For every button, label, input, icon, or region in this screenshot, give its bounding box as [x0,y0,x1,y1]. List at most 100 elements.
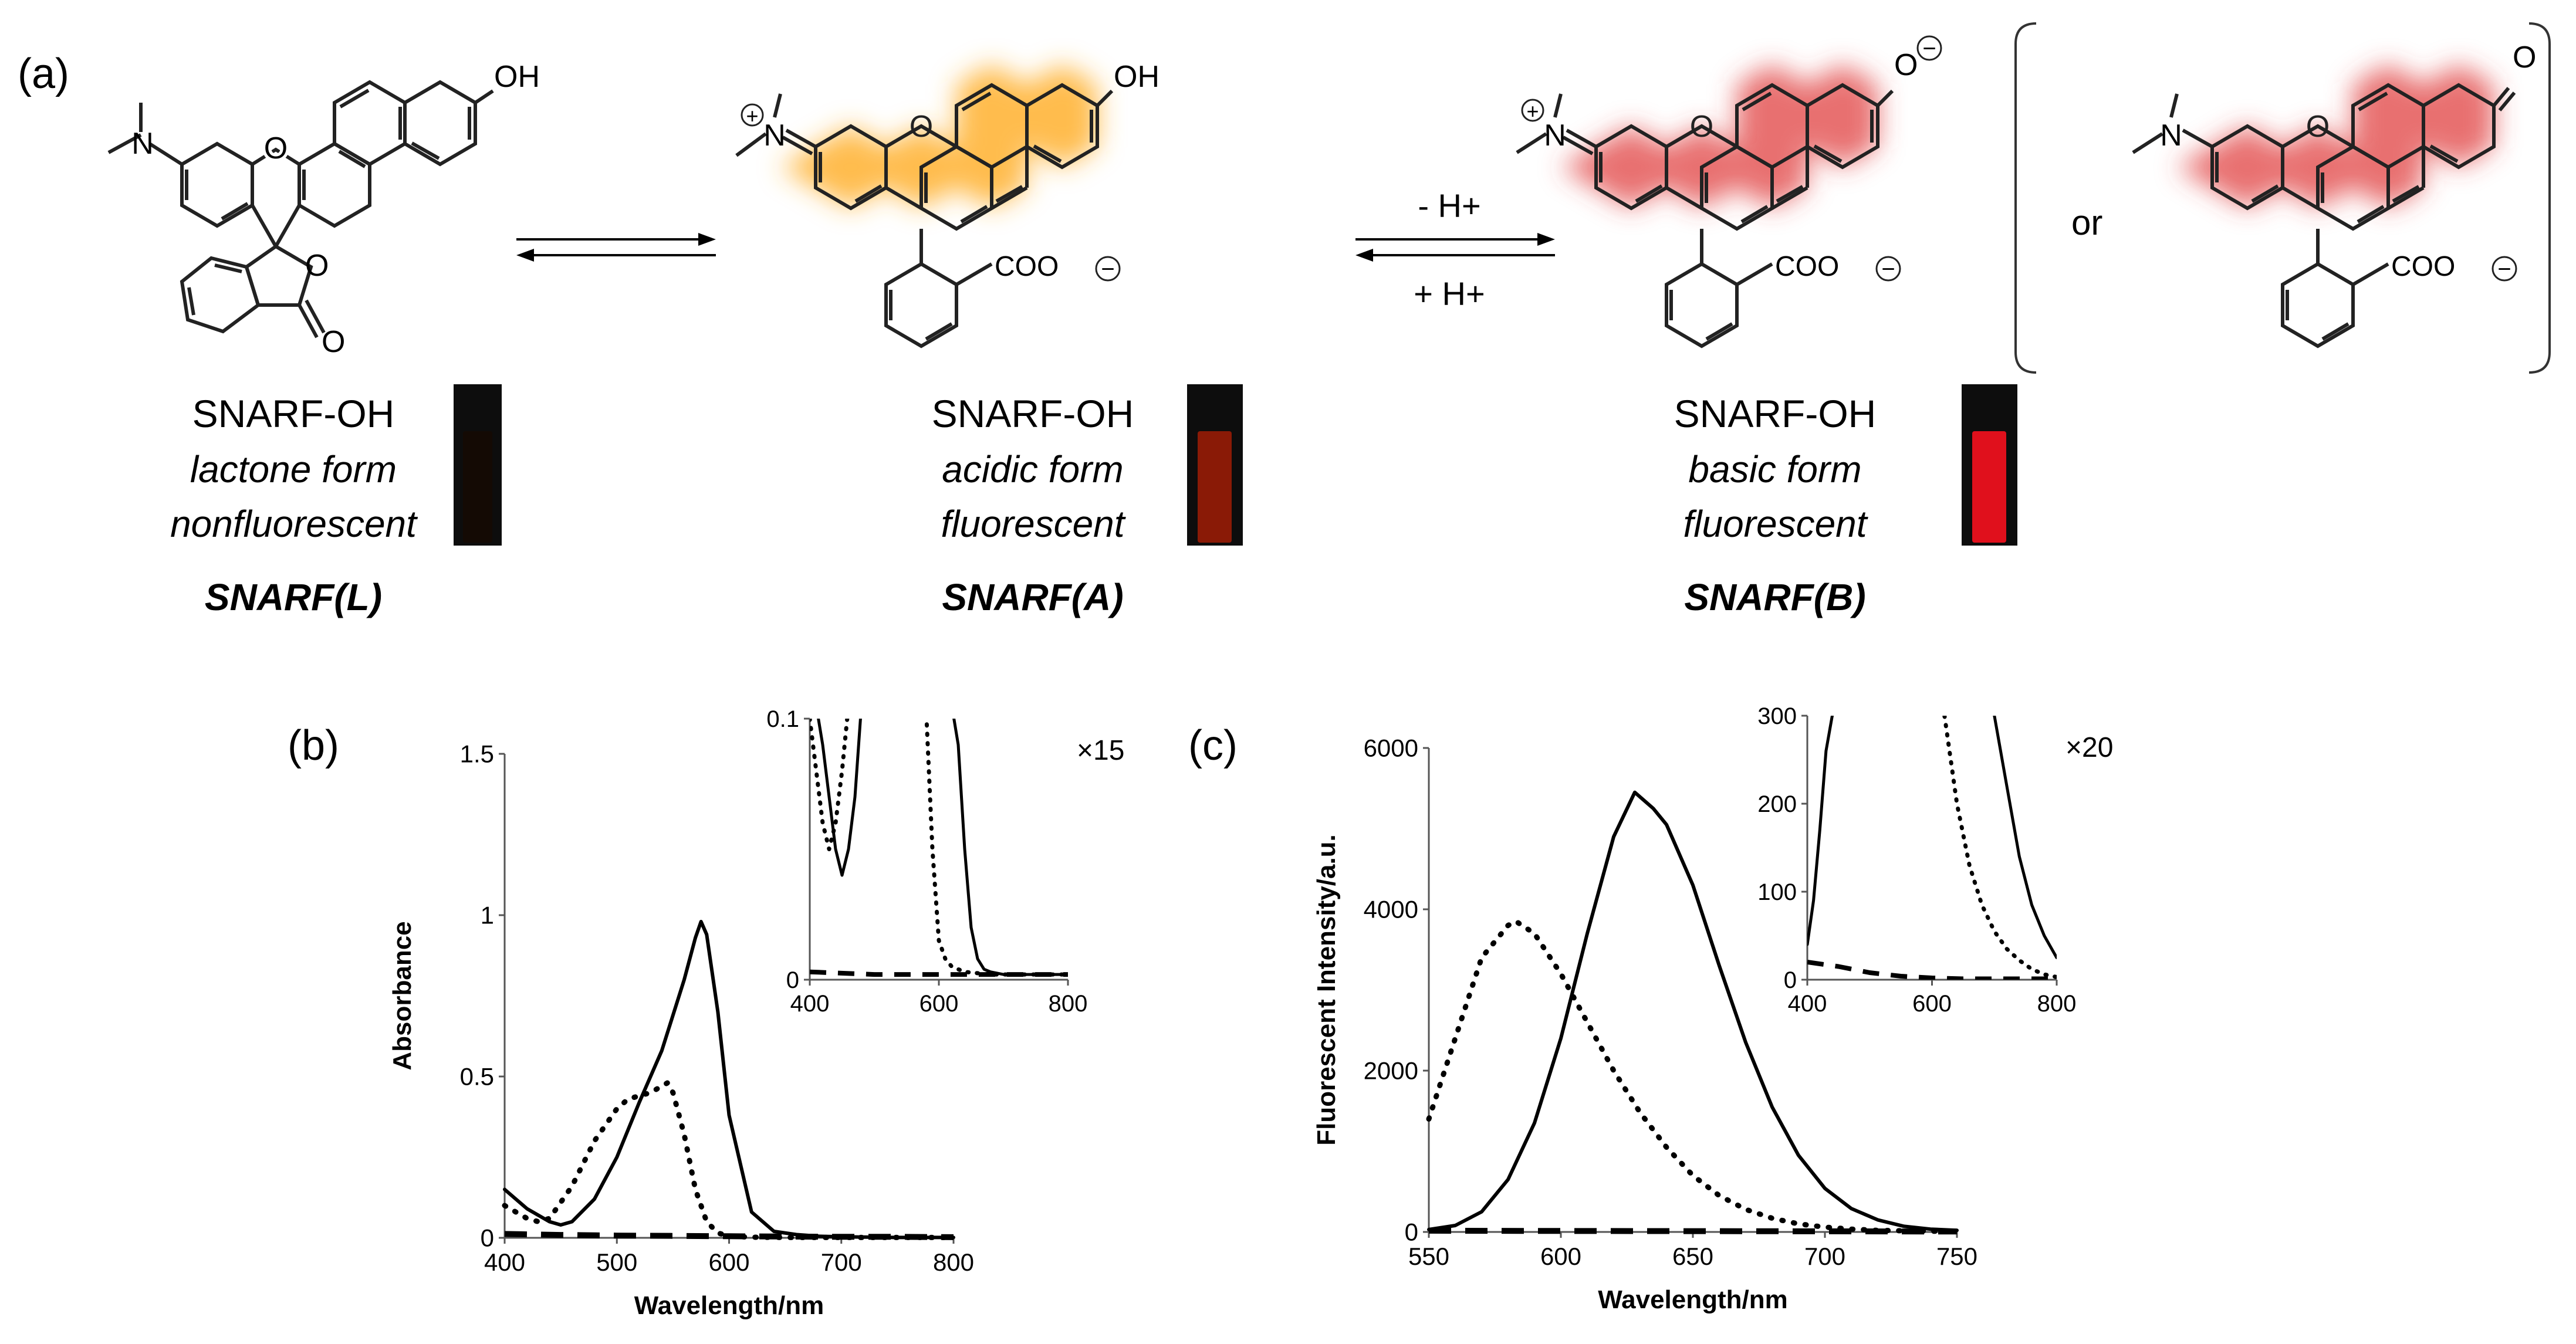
main-c-x-tick-label: 650 [1672,1243,1713,1270]
inset-series-group-b [810,719,1068,977]
lactone-tag: SNARF(L) [205,576,382,618]
caption-acidic: SNARF-OH acidic form fluorescent SNARF(A… [932,384,1243,618]
main-c-x-tick-label: 550 [1408,1243,1449,1270]
lactone-vial [463,431,492,543]
lactone-ring-o-atom: O [264,131,288,165]
inset-c-y-tick-label: 100 [1757,879,1797,905]
acidic-ring-o-atom: O [910,110,933,144]
inset-b-series-snarf-a-tail [924,719,1068,977]
or-label: or [2071,203,2102,242]
acidic-coo-charge-circle [1095,256,1121,282]
basic-fluor: fluorescent [1683,503,1868,545]
basic-ring-o-atom: O [1690,110,1713,144]
basic-n-atom: N [1544,119,1566,153]
main-c-x-tick-label: 700 [1804,1243,1845,1270]
inset-c-x-tick-label: 800 [2037,991,2077,1017]
inset-c: 400 600 800 0 100 200 300 ×20 [1757,703,2113,1017]
main-b-series-snarf-b- [503,920,955,1240]
main-b-x-tick-label: 600 [708,1248,749,1276]
inset-b-y-tick-label: 0.1 [766,706,799,732]
inset-c-series-snarf-b-tail [1993,716,2057,959]
basic-coo-charge-circle [1875,256,1901,282]
x-axis-title-b: Wavelength/nm [634,1291,824,1320]
main-c-x-tick-label: 600 [1540,1243,1581,1270]
inset-b-series-snarf-b- [817,719,862,877]
acidic-tag: SNARF(A) [942,576,1123,618]
lactone-fluor: nonfluorescent [170,503,418,545]
absorbance-chart: (b) 400 500 600 700 800 0 0.5 1 1.5 Wavelength/nm A… [288,706,1124,1320]
basic-coo-group: COO [1775,251,1839,282]
main-c-series-snarf-b- [1427,790,1959,1233]
basic-coo-minus: − [1881,256,1895,282]
basic-n-plus: + [1526,99,1539,123]
basic-phenoxide-o: O [1894,48,1918,82]
fluorescence-chart: (c)550 600 650 700 7500200040006000Wavelengt… [1188,703,2113,1314]
acidic-coo-minus: − [1101,256,1114,282]
main-b-x-tick-label: 800 [933,1248,974,1276]
acidic-fluor: fluorescent [941,503,1125,545]
main-b-y-tick-label: 1 [481,902,494,929]
inset-series-group-c [1807,716,2057,980]
inset-c-y-tick-label: 300 [1757,703,1797,729]
lactone-name: SNARF-OH [192,392,395,435]
inset-c-y-tick-label: 0 [1784,967,1797,993]
inset-c-x-tick-label: 400 [1788,991,1827,1017]
bracket-left [2014,22,2037,374]
quinone-carbonyl-o: O [2513,40,2536,75]
main-c-y-tick-label: 2000 [1364,1057,1418,1085]
deprotonation-label: - H+ [1418,187,1480,224]
basic-o-charge-circle [1916,35,1942,61]
quinone-coo-group: COO [2391,251,2455,282]
acidic-n-plus: + [746,104,758,128]
inset-b-series-snarf-l- [810,969,1068,977]
main-c-y-tick-label: 4000 [1364,896,1418,923]
main-b-y-tick-label: 0 [481,1224,494,1252]
equilibrium-arrow-2 [1355,233,1555,262]
inset-scale-label-c: ×20 [2065,732,2113,763]
basic-vial [1972,431,2006,543]
main-c-y-tick-label: 6000 [1364,734,1418,762]
basic-form: basic form [1688,448,1861,490]
quinone-n-atom: N [2160,119,2182,153]
main-b-x-tick-label: 500 [596,1248,637,1276]
acidic-n-atom: N [763,119,786,153]
basic-n-charge-circle [1521,99,1544,122]
y-axis-title-b: Absorbance [388,921,417,1070]
lactone-o-mask: O [264,131,288,165]
acidic-n-charge-circle [741,103,764,127]
x-axis-title-c: Wavelength/nm [1598,1285,1788,1314]
acidic-form: acidic form [942,448,1123,490]
acidic-name: SNARF-OH [932,392,1134,435]
lactone-ester-o-atom: O [305,249,329,283]
lactone-oh-group: OH [494,60,540,94]
main-b-series-snarf-a- [502,1080,956,1240]
acidic-oh-group: OH [1114,60,1159,94]
caption-lactone: SNARF-OH lactone form nonfluorescent SNA… [170,384,502,618]
quinone-structure [2132,83,2516,348]
main-c-y-tick-label: 0 [1405,1218,1418,1246]
main-c-x-tick-label: 750 [1936,1243,1977,1270]
basic-structure [1516,83,1894,348]
main-b-y-tick-label: 1.5 [460,740,494,768]
inset-c-series-snarf-l- [1807,960,2057,980]
equilibrium-arrow-1 [516,233,716,262]
lactone-structure [107,80,494,338]
panel-a-label: (a) [18,50,69,97]
inset-b-x-tick-label: 600 [919,991,959,1017]
acidic-structure [735,83,1114,348]
panel-c-label: (c) [1188,722,1238,769]
main-b-y-tick-label: 0.5 [460,1063,494,1091]
basic-name: SNARF-OH [1674,392,1877,435]
acidic-vial [1198,431,1232,543]
inset-b-series-snarf-b-tail [952,719,1068,976]
inset-scale-label-b: ×15 [1077,735,1124,766]
main-b-series-snarf-l- [504,1231,954,1240]
main-c-series-snarf-a- [1426,919,1960,1234]
quinone-coo-charge-circle [2492,256,2517,282]
y-axis-title-c: Fluorescent Intensity/a.u. [1312,834,1341,1146]
protonation-label: + H+ [1414,275,1485,312]
inset-b: 400 600 800 0 0.1 ×15 [766,706,1124,1017]
inset-c-series-snarf-a-tail [1942,716,2057,979]
quinone-coo-minus: − [2497,256,2511,282]
